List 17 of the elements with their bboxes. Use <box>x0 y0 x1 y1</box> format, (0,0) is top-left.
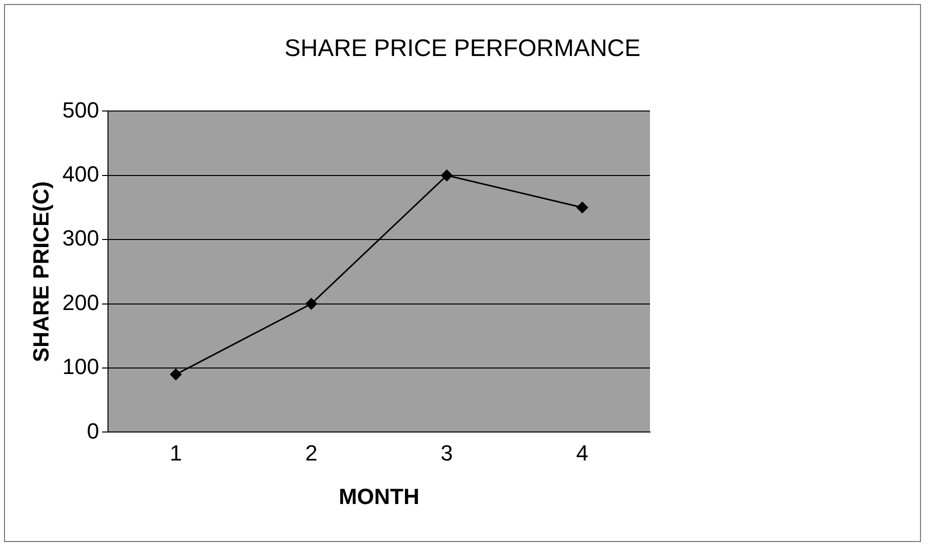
x-axis-title: MONTH <box>338 484 420 509</box>
point <box>441 170 453 182</box>
y-tick-label: 100 <box>62 354 100 380</box>
x-tick-label: 2 <box>305 440 318 466</box>
point <box>576 202 588 214</box>
y-tick-label: 400 <box>62 161 100 186</box>
y-axis-title: SHARE PRICE(C) <box>28 181 54 362</box>
chart-title: SHARE PRICE PERFORMANCE <box>283 35 642 63</box>
x-tick-label: 1 <box>170 440 182 466</box>
y-tick-label: 200 <box>62 290 100 315</box>
y-tick-label: 0 <box>86 418 100 444</box>
point <box>170 368 182 380</box>
y-tick-label: 300 <box>62 226 100 251</box>
point <box>306 298 318 310</box>
x-tick-label: 3 <box>440 440 453 466</box>
x-tick-label: 4 <box>576 440 588 466</box>
y-tick-label: 500 <box>62 97 100 122</box>
